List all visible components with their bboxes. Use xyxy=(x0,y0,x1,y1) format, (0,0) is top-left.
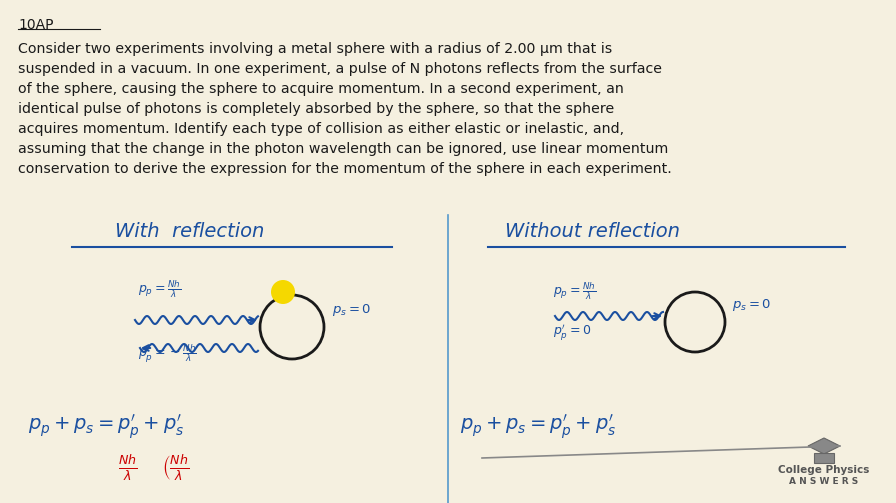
Text: $p_s = 0$: $p_s = 0$ xyxy=(332,302,372,318)
Text: $p_p = \frac{Nh}{\lambda}$: $p_p = \frac{Nh}{\lambda}$ xyxy=(138,279,181,300)
Text: $p_p' = -\frac{Nh}{\lambda}$: $p_p' = -\frac{Nh}{\lambda}$ xyxy=(138,343,196,365)
Text: With  reflection: With reflection xyxy=(115,222,264,241)
Polygon shape xyxy=(808,438,840,454)
Polygon shape xyxy=(814,453,834,463)
Text: $p_p + p_s = p_p' + p_s'$: $p_p + p_s = p_p' + p_s'$ xyxy=(460,412,616,441)
Text: $p_s = 0$: $p_s = 0$ xyxy=(732,297,771,313)
Text: $\left(\frac{Nh}{\lambda}\right.$: $\left(\frac{Nh}{\lambda}\right.$ xyxy=(162,453,189,483)
Text: 10AP: 10AP xyxy=(18,18,54,32)
Text: $p_p' = 0$: $p_p' = 0$ xyxy=(553,321,591,342)
Text: Without reflection: Without reflection xyxy=(505,222,680,241)
Circle shape xyxy=(271,280,295,304)
Text: $p_p + p_s = p_p' + p_s'$: $p_p + p_s = p_p' + p_s'$ xyxy=(28,412,185,441)
Text: College Physics: College Physics xyxy=(779,465,870,475)
Text: Consider two experiments involving a metal sphere with a radius of 2.00 μm that : Consider two experiments involving a met… xyxy=(18,42,672,176)
Text: A N S W E R S: A N S W E R S xyxy=(789,477,858,486)
Text: $p_p = \frac{Nh}{\lambda}$: $p_p = \frac{Nh}{\lambda}$ xyxy=(553,281,597,302)
Text: $\frac{Nh}{\lambda}$: $\frac{Nh}{\lambda}$ xyxy=(118,453,137,483)
